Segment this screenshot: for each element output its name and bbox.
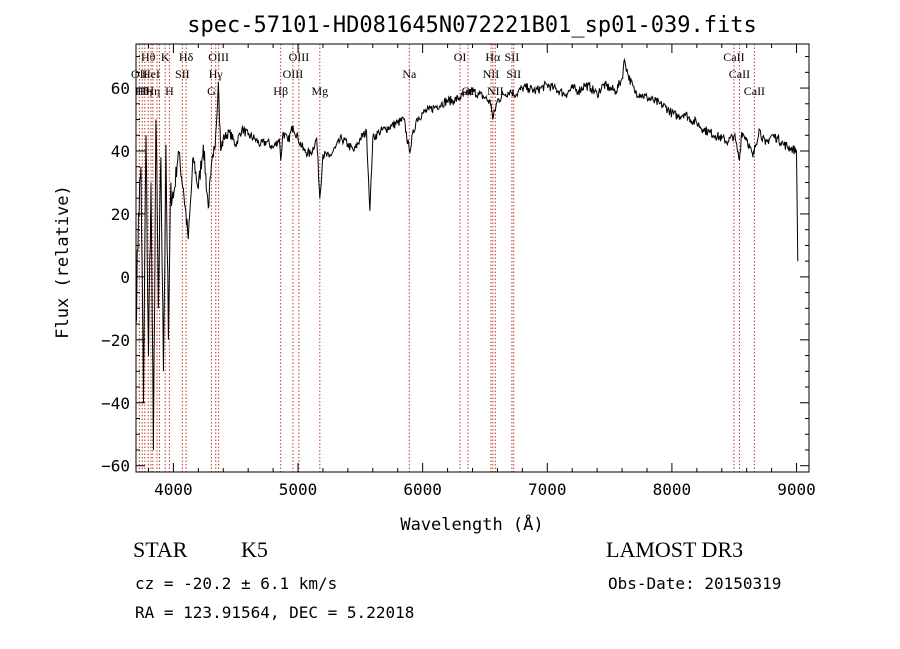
line-marker-label: Hγ [209,67,224,81]
line-marker-label: Hβ [273,84,288,98]
spectrum-line [135,57,799,451]
subclass: K5 [241,537,268,562]
coordinates: RA = 123.91564, DEC = 5.22018 [135,603,415,622]
line-marker-label: OIII [289,50,310,64]
line-marker-label: CaII [744,84,765,98]
line-marker-label: OI [454,50,467,64]
catalog-name: LAMOST DR3 [606,537,744,562]
line-marker-label: Hδ [179,50,194,64]
y-tick-label: −40 [101,394,130,413]
line-marker-label: Hθ [135,84,150,98]
line-markers: OIIHθHηHθHeIHηKHSIIHδGHγOIIIHβOIIIOIIIMg… [131,44,765,472]
y-axis-label: Flux (relative) [53,185,73,339]
x-tick-label: 8000 [653,480,692,499]
y-tick-label: 60 [111,79,130,98]
line-marker-label: OII [131,67,148,81]
line-marker-label: SII [505,50,520,64]
x-tick-label: 5000 [279,480,318,499]
line-marker-label: SII [175,67,190,81]
observation-date: Obs-Date: 20150319 [608,574,782,593]
y-tick-label: 0 [120,268,130,287]
line-marker-label: SII [506,67,521,81]
line-marker-label: H [165,84,174,98]
y-tick-label: −20 [101,331,130,350]
y-tick-label: 40 [111,142,130,161]
line-marker-label: Na [402,67,417,81]
x-tick-label: 9000 [777,480,816,499]
line-marker-label: Mg [311,84,328,98]
line-marker-label: Hη [145,84,160,98]
x-tick-label: 6000 [403,480,442,499]
line-marker-label: NII [483,67,500,81]
x-tick-label: 7000 [528,480,567,499]
spectrum-chart: OIIHθHηHθHeIHηKHSIIHδGHγOIIIHβOIIIOIIIMg… [53,13,816,535]
axes: 4000 5000 6000 7000 8000 9000 −60 −40 −20 0 20 40 60 [101,43,816,499]
x-axis-label: Wavelength (Å) [400,513,543,535]
line-marker-label: CaII [723,50,744,64]
redshift-velocity: cz = -20.2 ± 6.1 km/s [135,574,338,593]
line-marker-label: K [161,50,170,64]
line-marker-label: Hθ [141,50,156,64]
chart-title: spec-57101-HD081645N072221B01_sp01-039.f… [187,13,757,38]
line-marker-label: NII [487,84,504,98]
x-tick-label: 4000 [154,480,193,499]
line-marker-label: CaII [729,67,750,81]
line-marker-label: G [207,84,216,98]
line-marker-label: Hα [485,50,501,64]
line-marker-label: OIII [283,67,304,81]
plot-frame [135,43,810,473]
y-tick-label: −60 [101,457,130,476]
y-tick-label: 20 [111,205,130,224]
line-marker-label: HeI [142,67,160,81]
object-type: STAR [133,537,188,562]
line-marker-label: OIII [208,50,229,64]
